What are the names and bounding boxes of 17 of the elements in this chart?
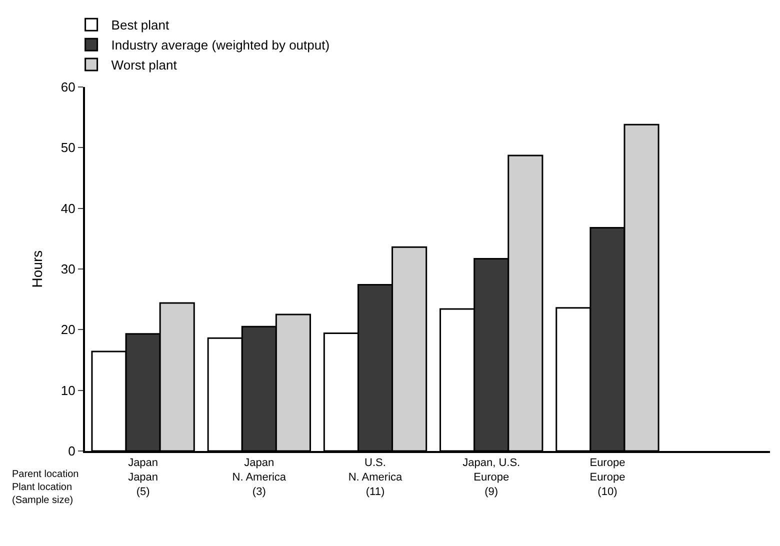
legend-label: Best plant: [111, 18, 170, 33]
x-tick-label: U.S. N. America (11): [348, 457, 404, 498]
y-tick-label: 50: [60, 140, 76, 156]
y-tick-label: 10: [60, 382, 76, 398]
y-tick-label: 20: [60, 322, 76, 338]
y-tick-label: 0: [68, 444, 76, 459]
y-tick-label: 60: [60, 80, 76, 95]
legend-label: Worst plant: [111, 58, 178, 73]
y-axis-title: Hours: [29, 250, 46, 288]
x-tick-label: Europe Europe (10): [590, 457, 626, 498]
y-tick-label: 40: [60, 200, 76, 216]
x-tick-label: Japan N. America (3): [232, 457, 287, 498]
x-tick-label: Japan Japan (5): [128, 457, 158, 498]
legend-label: Industry average (weighted by output): [111, 38, 330, 53]
y-tick-label: 30: [60, 262, 76, 277]
x-tick-label: Japan, U.S. Europe (9): [462, 457, 520, 498]
text: Parent location Plant location (Sample size): [12, 469, 79, 506]
